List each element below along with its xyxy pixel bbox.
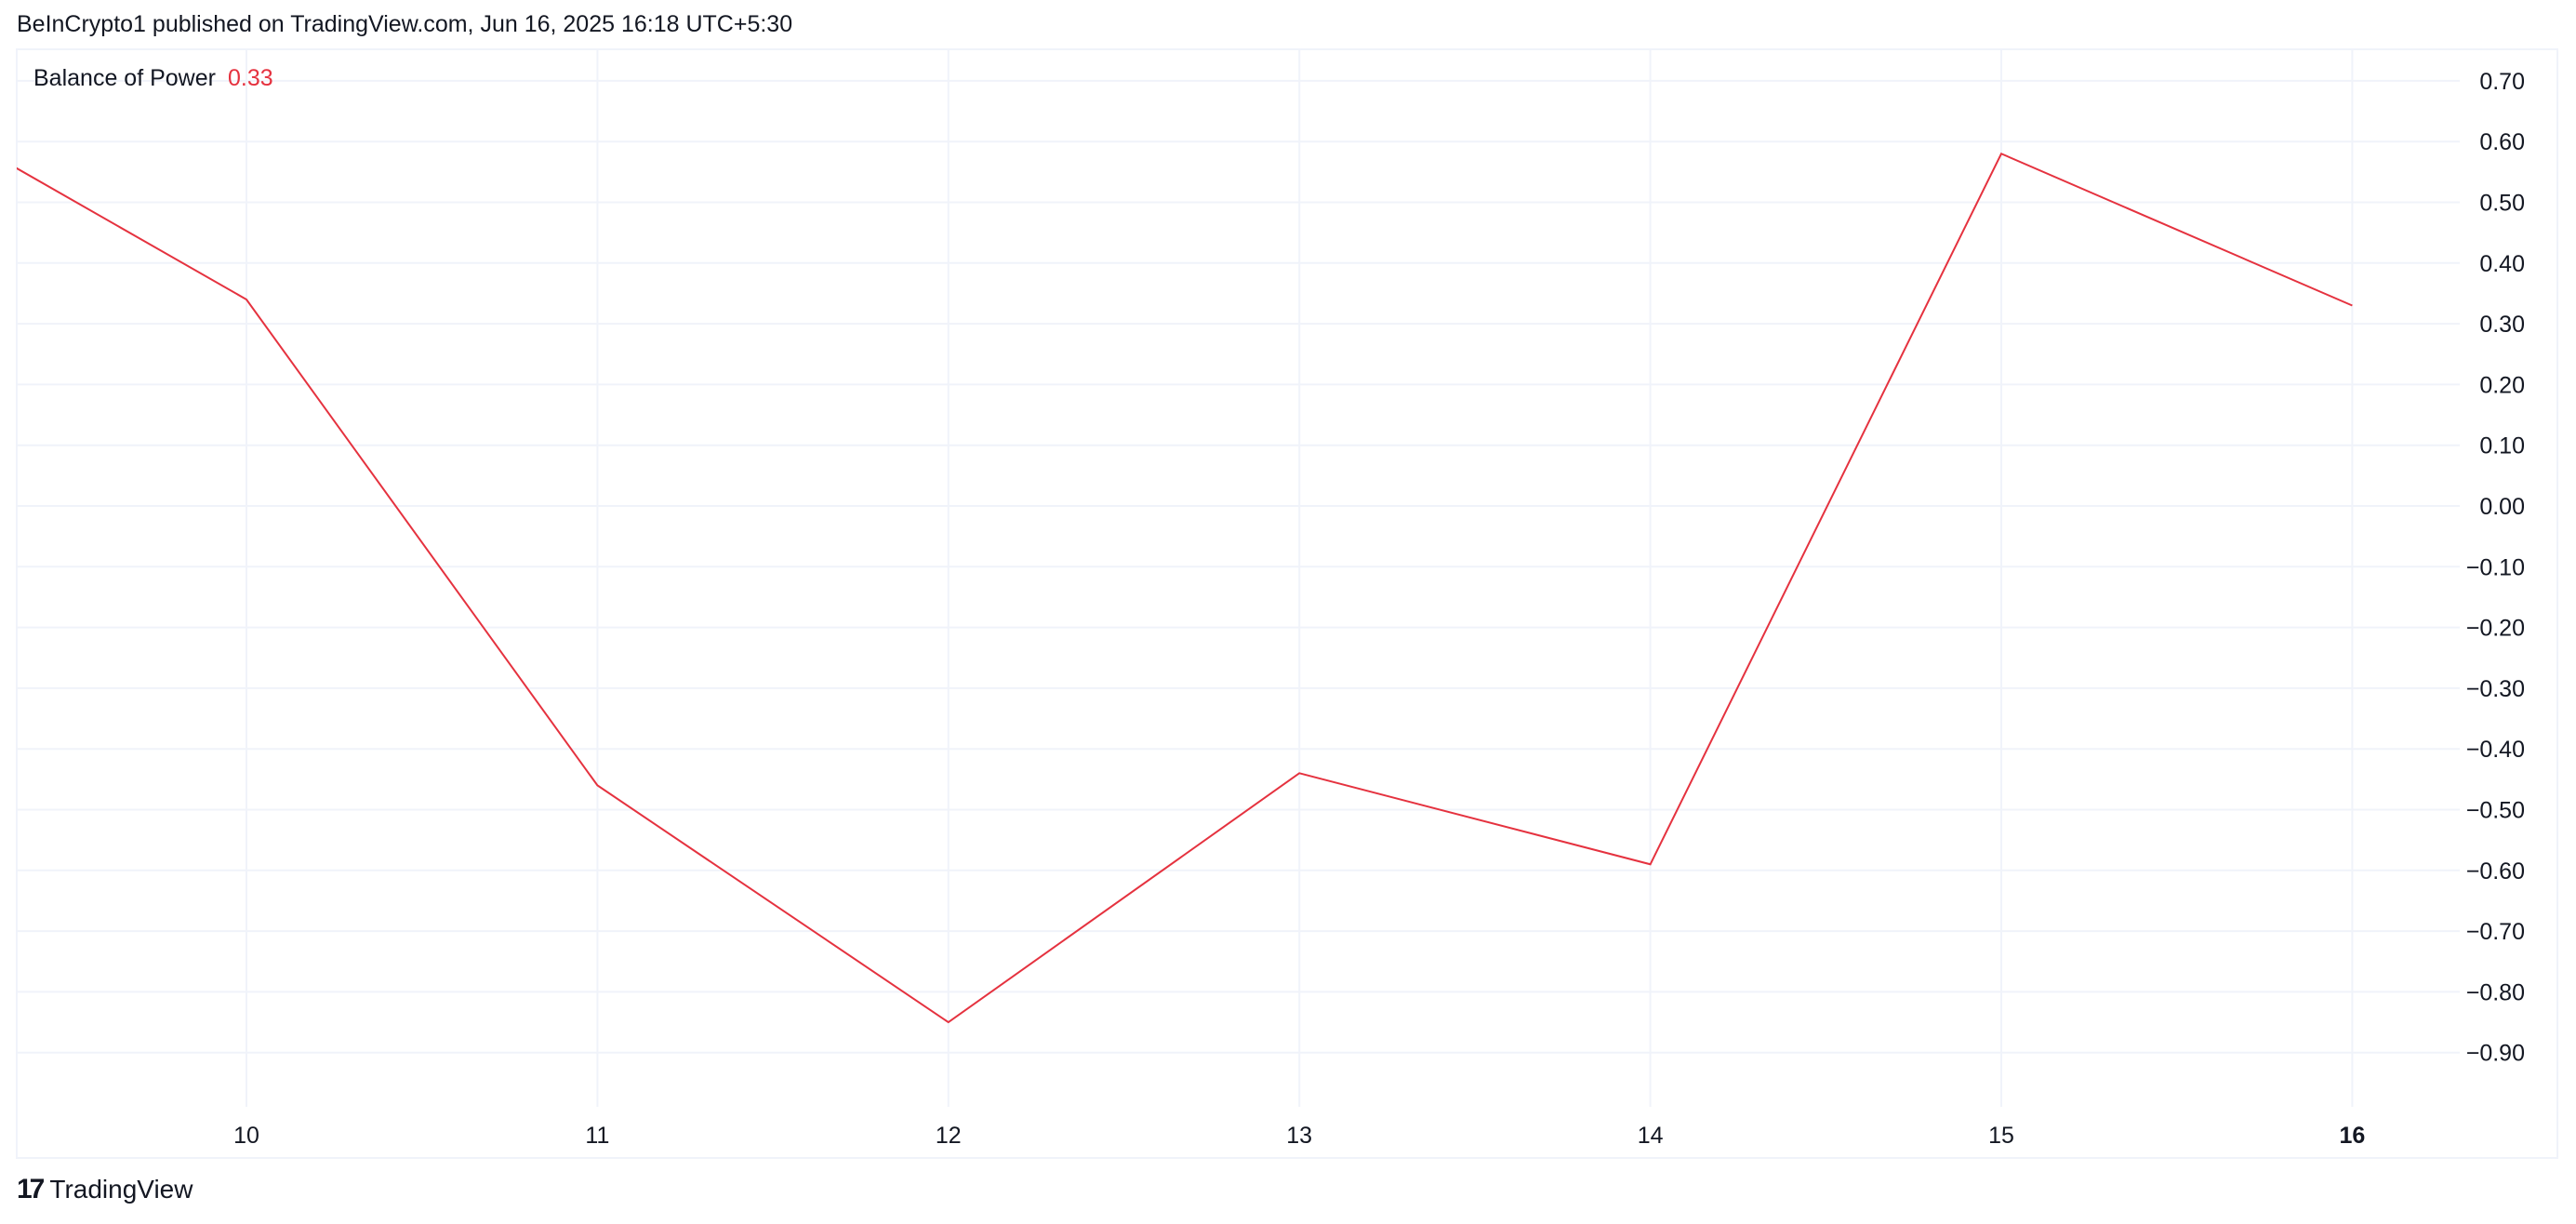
y-tick-label: 0.60 [2479,129,2525,155]
balance-of-power-line [17,152,2353,1024]
y-tick-label: −0.60 [2466,858,2525,885]
y-tick-label: −0.90 [2466,1041,2525,1067]
x-axis: 10 11 12 13 14 15 16 [233,1123,2365,1149]
x-tick-label: 15 [1988,1123,2014,1149]
brand-name: TradingView [49,1175,193,1204]
x-tick-label: 10 [233,1123,259,1149]
y-tick-label: 0.30 [2479,312,2525,338]
tradingview-logo-icon: 17 [17,1174,45,1204]
legend-value: 0.33 [228,65,273,91]
y-tick-label: −0.70 [2466,919,2525,945]
x-tick-label: 14 [1638,1123,1664,1149]
y-tick-label: 0.70 [2479,69,2525,95]
x-tick-label: 11 [585,1123,609,1149]
y-tick-label: −0.20 [2466,616,2525,642]
y-tick-label: −0.50 [2466,798,2525,824]
legend-name: Balance of Power [33,65,216,91]
y-tick-label: −0.30 [2466,676,2525,702]
x-tick-label: 12 [936,1123,962,1149]
x-tick-label: 16 [2339,1123,2365,1149]
y-axis: 0.70 0.60 0.50 0.40 0.30 0.20 0.10 0.00 −0.10 −0.… [2466,69,2525,1067]
y-tick-label: 0.40 [2479,251,2525,277]
chart-pane-border [16,48,2558,1159]
y-tick-label: 0.00 [2479,494,2525,520]
y-tick-label: 0.10 [2479,433,2525,459]
y-tick-label: 0.50 [2479,191,2525,217]
publish-info: BeInCrypto1 published on TradingView.com… [17,11,793,37]
grid [17,49,2460,1107]
y-tick-label: 0.20 [2479,372,2525,398]
footer: 17 TradingView [17,1174,193,1205]
y-tick-label: −0.40 [2466,737,2525,763]
x-tick-label: 13 [1286,1123,1312,1149]
y-tick-label: −0.80 [2466,979,2525,1005]
y-tick-label: −0.10 [2466,554,2525,580]
